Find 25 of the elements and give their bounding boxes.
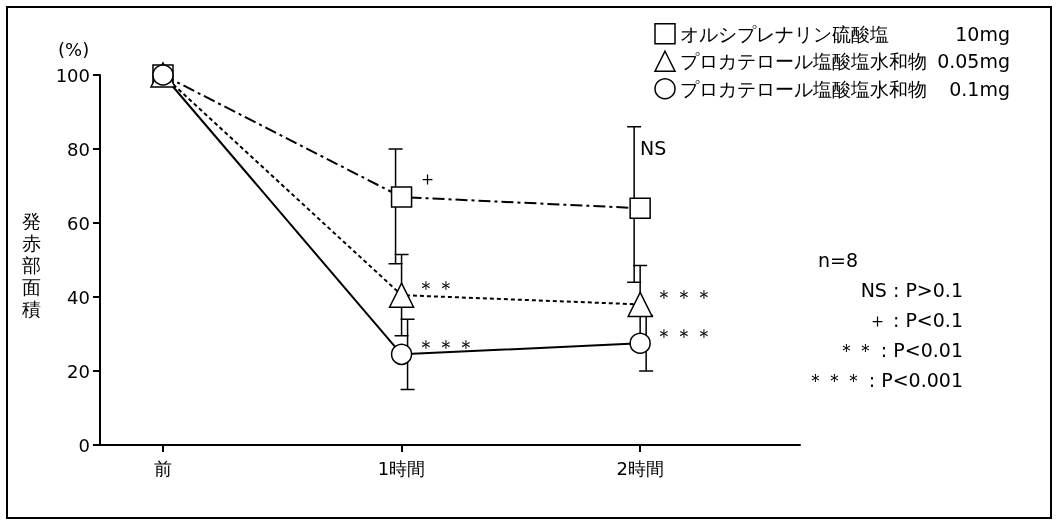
y-tick-label: 100 xyxy=(55,64,90,86)
legend-label: プロカテロール塩酸塩水和物 0.05mg xyxy=(680,50,1010,73)
y-tick-label: 20 xyxy=(67,360,90,382)
text: n=8 xyxy=(818,249,859,271)
y-axis-title: 発赤部面積 xyxy=(22,210,41,320)
annotation: ＊＊＊ xyxy=(415,334,476,359)
text: ＊＊ : P<0.01 xyxy=(836,339,963,361)
annotation: ＊＊＊ xyxy=(654,285,715,309)
annotation: NS xyxy=(640,137,667,159)
y-tick-label: 0 xyxy=(78,434,90,456)
text: NS : P>0.1 xyxy=(860,279,963,301)
text: オルシプレナリン硫酸塩 10mg xyxy=(680,22,1010,45)
y-tick-label: 60 xyxy=(67,212,90,234)
text: ＋ : P<0.1 xyxy=(867,309,963,331)
y-tick-label: 40 xyxy=(67,286,90,308)
legend-label: プロカテロール塩酸塩水和物 0.1mg xyxy=(680,77,1010,100)
text: ＊＊＊ : P<0.001 xyxy=(805,369,963,391)
annotation: ＊＊＊ xyxy=(654,323,715,348)
annotation: ＋ xyxy=(418,167,437,189)
y-tick-label: 80 xyxy=(67,138,90,160)
annotation: ＊＊ xyxy=(415,275,456,300)
x-tick-label: 2時間 xyxy=(616,457,664,479)
text: (%) xyxy=(58,38,90,60)
x-tick-label: 1時間 xyxy=(377,457,426,479)
x-tick-label: 前 xyxy=(153,457,172,479)
